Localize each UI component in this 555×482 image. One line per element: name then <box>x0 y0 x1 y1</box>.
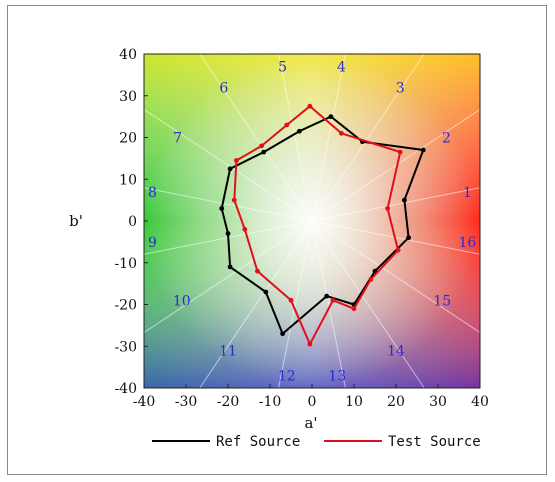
hue-bin-label: 13 <box>328 368 346 384</box>
series-point-ref <box>280 331 285 337</box>
hue-bin-label: 11 <box>219 343 237 359</box>
legend-label-ref: Ref Source <box>216 434 300 450</box>
hue-bin-label: 12 <box>278 368 296 384</box>
x-tick-label: -20 <box>217 394 240 410</box>
series-point-test <box>385 206 390 211</box>
x-tick-label: 0 <box>308 394 317 410</box>
hue-spoke <box>311 220 346 389</box>
hue-spoke <box>311 53 425 222</box>
hue-spoke <box>311 108 481 222</box>
series-point-ref <box>406 235 411 241</box>
y-tick-label: -10 <box>114 256 137 272</box>
x-tick-label: 30 <box>429 394 447 410</box>
hue-bin-label: 4 <box>337 60 346 76</box>
series-point-ref <box>263 289 269 295</box>
y-tick-labels: 40 30 20 10 0 -10 -20 -30 -40 <box>114 47 137 397</box>
hue-spoke <box>311 220 481 334</box>
plot-background <box>144 54 480 388</box>
y-tick-label: 20 <box>119 131 137 147</box>
series-point-test <box>330 297 336 303</box>
hue-bin-label: 5 <box>278 60 287 76</box>
series-point-test <box>397 149 403 155</box>
series-point-test <box>351 306 357 312</box>
series-point-test <box>259 143 264 149</box>
x-axis-label: a' <box>304 414 317 432</box>
hue-bin-label: 7 <box>173 131 182 147</box>
hue-bin-label: 8 <box>148 185 157 201</box>
y-axis-label: b' <box>69 212 83 230</box>
hue-spoke <box>311 220 425 389</box>
series-point-test <box>231 197 237 203</box>
series-point-ref <box>297 128 302 134</box>
hue-bin-label: 16 <box>458 235 476 251</box>
series-point-ref <box>402 197 407 203</box>
series-point-ref <box>328 114 334 120</box>
axes <box>143 53 481 389</box>
series-point-test <box>368 277 374 282</box>
series-point-test <box>255 268 260 274</box>
data-series <box>219 103 426 347</box>
series-point-test <box>242 226 248 232</box>
y-tick-label: -30 <box>114 339 137 355</box>
hue-bin-label: 1 <box>463 185 472 201</box>
series-point-ref <box>225 231 231 236</box>
hue-bin-label: 2 <box>442 131 451 147</box>
y-tick-label: 10 <box>119 172 137 188</box>
hue-bin-label: 10 <box>173 293 191 309</box>
series-point-test <box>307 341 313 347</box>
y-tick-label: 30 <box>119 89 137 105</box>
hue-spoke <box>278 53 313 222</box>
hue-spoke <box>311 220 481 255</box>
series-point-ref <box>219 206 225 211</box>
series-point-ref <box>227 264 233 270</box>
hue-spoke <box>311 187 481 222</box>
series-point-ref <box>420 147 426 153</box>
hue-bin-label: 6 <box>219 80 228 96</box>
hue-spoke <box>278 220 313 389</box>
hue-bin-label: 14 <box>387 343 405 359</box>
series-point-ref <box>324 293 330 299</box>
legend: Ref Source Test Source <box>152 434 481 450</box>
series-point-test <box>339 130 344 136</box>
hue-bin-label: 15 <box>433 293 451 309</box>
series-point-test <box>234 158 239 163</box>
hue-spoke <box>143 220 313 334</box>
hue-spoke <box>143 108 313 222</box>
legend-label-test: Test Source <box>388 434 481 450</box>
series-point-test <box>284 122 290 128</box>
series-point-test <box>307 103 313 109</box>
y-tick-label: 40 <box>119 47 137 63</box>
x-tick-label: -40 <box>133 394 156 410</box>
series-point-test <box>395 247 401 253</box>
x-tick-label: 40 <box>471 394 489 410</box>
hue-spoke <box>311 53 346 222</box>
hue-bin-label: 9 <box>148 235 157 251</box>
x-tick-label: 20 <box>387 394 405 410</box>
x-tick-label: 10 <box>345 394 363 410</box>
y-tick-label: -20 <box>114 298 137 314</box>
series-point-ref <box>261 149 267 155</box>
x-tick-labels: -40 -30 -20 -10 0 10 20 30 40 <box>133 394 489 410</box>
x-tick-label: -10 <box>259 394 282 410</box>
x-tick-label: -30 <box>175 394 198 410</box>
hue-spoke <box>199 220 313 389</box>
hue-spoke <box>143 187 313 222</box>
hue-spoke <box>199 53 313 222</box>
series-point-test <box>288 297 294 303</box>
y-tick-label: -40 <box>114 381 137 397</box>
series-point-ref <box>227 166 233 172</box>
hue-bin-label: 3 <box>396 80 405 96</box>
y-tick-label: 0 <box>128 214 137 230</box>
